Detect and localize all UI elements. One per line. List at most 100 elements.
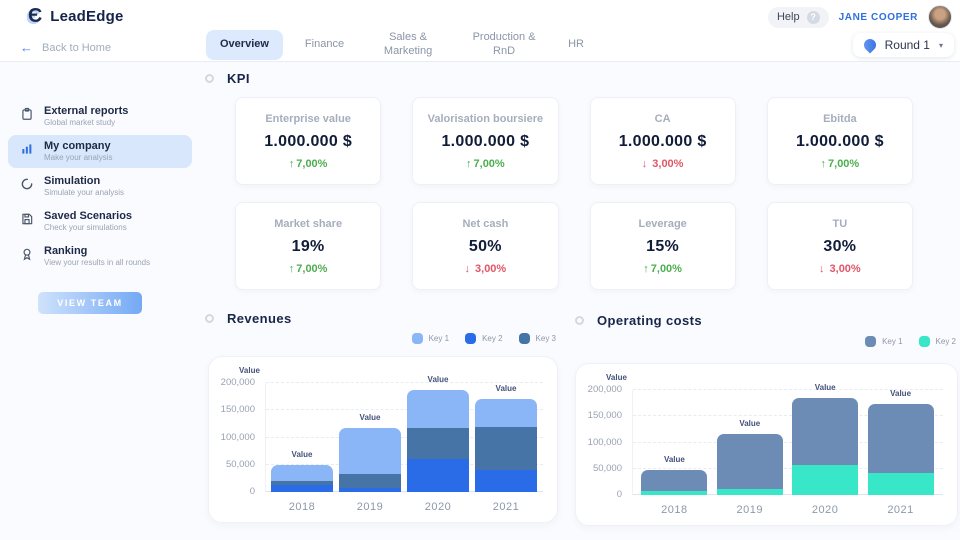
bar-segment-key-2 [792, 464, 859, 495]
view-team-button[interactable]: VIEW TEAM [38, 292, 142, 314]
legend-label: Key 3 [535, 334, 556, 343]
sidebar-item-saved-scenarios[interactable]: Saved Scenarios Check your simulations [8, 205, 192, 238]
chevron-down-icon: ▾ [938, 40, 943, 50]
gridline [266, 409, 543, 411]
y-tick-label: 100,000 [220, 431, 255, 443]
kpi-value: 1.000.000 $ [441, 133, 530, 151]
gridline [266, 382, 543, 383]
legend-item: Key 2 [465, 333, 503, 344]
kpi-delta-value: 7,00% [296, 263, 328, 276]
kpi-title: Valorisation boursiere [427, 112, 544, 125]
kpi-value: 1.000.000 $ [618, 133, 707, 151]
gridline [266, 491, 543, 492]
kpi-card-market-share: Market share 19% ↑ 7,00% [235, 202, 382, 290]
kpi-title: Enterprise value [265, 112, 351, 125]
bar-segment-key-2 [407, 459, 469, 492]
kpi-delta: ↑ 7,00% [821, 158, 860, 170]
legend-chip [518, 333, 530, 344]
help-button[interactable]: Help ? [767, 6, 829, 28]
bar-segment-key-3 [475, 426, 537, 471]
legend-label: Key 2 [482, 334, 503, 343]
x-tick-label: 2019 [736, 504, 764, 516]
kpi-delta: ↑ 7,00% [289, 158, 328, 170]
ring-icon [205, 314, 214, 323]
help-label: Help [776, 11, 800, 23]
legend-label: Key 2 [935, 337, 956, 346]
x-tick-label: 2020 [811, 504, 839, 516]
y-tick-label: 150,000 [587, 410, 622, 422]
sidebar-item-ranking[interactable]: Ranking View your results in all rounds [8, 240, 192, 273]
bar-value-label: Value [814, 382, 836, 392]
y-tick-label: 50,000 [592, 462, 622, 474]
sidebar-item-simulation[interactable]: Simulation Simulate your analysis [8, 170, 192, 203]
gridline [633, 389, 943, 390]
operating-costs-section-header: Operating costs [575, 313, 702, 328]
tab-overview[interactable]: Overview [206, 30, 283, 60]
avatar[interactable] [928, 5, 952, 29]
bar-value-label: Value [739, 418, 761, 428]
kpi-value: 1.000.000 $ [264, 133, 353, 151]
tab-hr[interactable]: HR [568, 38, 584, 51]
legend-chip [865, 336, 877, 347]
back-arrow-icon: ← [20, 40, 33, 55]
tab-sales-marketing[interactable]: Sales & Marketing [383, 31, 433, 57]
bar-segment-key-1 [271, 464, 333, 482]
stacked-bar: Value 2019 [716, 390, 783, 516]
legend-item: Key 3 [518, 333, 556, 344]
kpi-section-title: KPI [227, 71, 250, 86]
legend-chip [918, 336, 930, 347]
legend-chip [411, 333, 423, 344]
y-axis-label: Value [606, 373, 627, 382]
kpi-card-enterprise-value: Enterprise value 1.000.000 $ ↑ 7,00% [235, 97, 382, 185]
bar-segment-key-2 [867, 472, 934, 495]
kpi-value: 30% [823, 238, 857, 256]
x-tick-label: 2018 [288, 501, 316, 513]
sidebar-item-external-reports[interactable]: External reports Global market study [8, 100, 192, 133]
legend-chip [465, 333, 477, 344]
sidebar-item-title: Saved Scenarios [44, 210, 133, 222]
x-tick-label: 2018 [661, 504, 688, 516]
y-tick-label: 50,000 [225, 458, 255, 470]
kpi-title: TU [832, 217, 848, 230]
sidebar-item-title: External reports [44, 105, 129, 117]
y-axis: 0 50,000 100,000 150,000 200,000 [209, 377, 259, 497]
ring-icon [575, 316, 584, 325]
bar-segment-key-1 [716, 433, 783, 489]
kpi-delta-value: 7,00% [828, 158, 860, 171]
bar-segment-key-1 [867, 404, 934, 473]
bar-segment-key-1 [475, 399, 537, 427]
kpi-section-header: KPI [205, 71, 250, 86]
sidebar-item-my-company[interactable]: My company Make your analysis [8, 135, 192, 168]
revenues-title: Revenues [227, 311, 292, 326]
tab-finance[interactable]: Finance [304, 38, 345, 51]
kpi-title: Market share [274, 217, 343, 230]
kpi-title: CA [654, 112, 671, 125]
sidebar-item-subtitle: Simulate your analysis [44, 188, 125, 197]
back-to-home-link[interactable]: ← Back to Home [20, 41, 111, 54]
brand-name: LeadEdge [50, 7, 124, 25]
sidebar-item-title: Ranking [44, 245, 88, 257]
bar-segment-key-3 [407, 428, 469, 460]
bar-segment-key-2 [271, 485, 333, 492]
bar-segment-key-2 [339, 487, 401, 492]
stacked-bar: Value 2018 [271, 383, 333, 513]
sidebar-item-subtitle: Make your analysis [44, 153, 113, 162]
sidebar-item-subtitle: Check your simulations [44, 223, 127, 232]
medal-icon [20, 247, 34, 261]
gridline [633, 415, 943, 417]
tab-bar: Overview Finance Sales & Marketing Produ… [206, 30, 594, 60]
arrow-up-icon: ↑ [643, 263, 649, 276]
user-name[interactable]: JANE COOPER [838, 11, 918, 23]
bar-segment-key-3 [271, 481, 333, 486]
bar-value-label: Value [495, 384, 517, 394]
arrow-down-icon: ↓ [819, 263, 825, 276]
tab-production-rnd[interactable]: Production & RnD [472, 31, 536, 57]
app-logo: Є LeadEdge [28, 6, 124, 26]
sidebar-item-subtitle: Global market study [44, 118, 116, 127]
sidebar-item-title: My company [44, 140, 111, 152]
round-selector[interactable]: Round 1 ▾ [852, 33, 954, 57]
y-axis: 0 50,000 100,000 150,000 200,000 [576, 384, 626, 500]
gridline [633, 467, 943, 469]
bar-segment-key-1 [407, 390, 469, 429]
stacked-bar: Value 2021 [867, 389, 934, 516]
